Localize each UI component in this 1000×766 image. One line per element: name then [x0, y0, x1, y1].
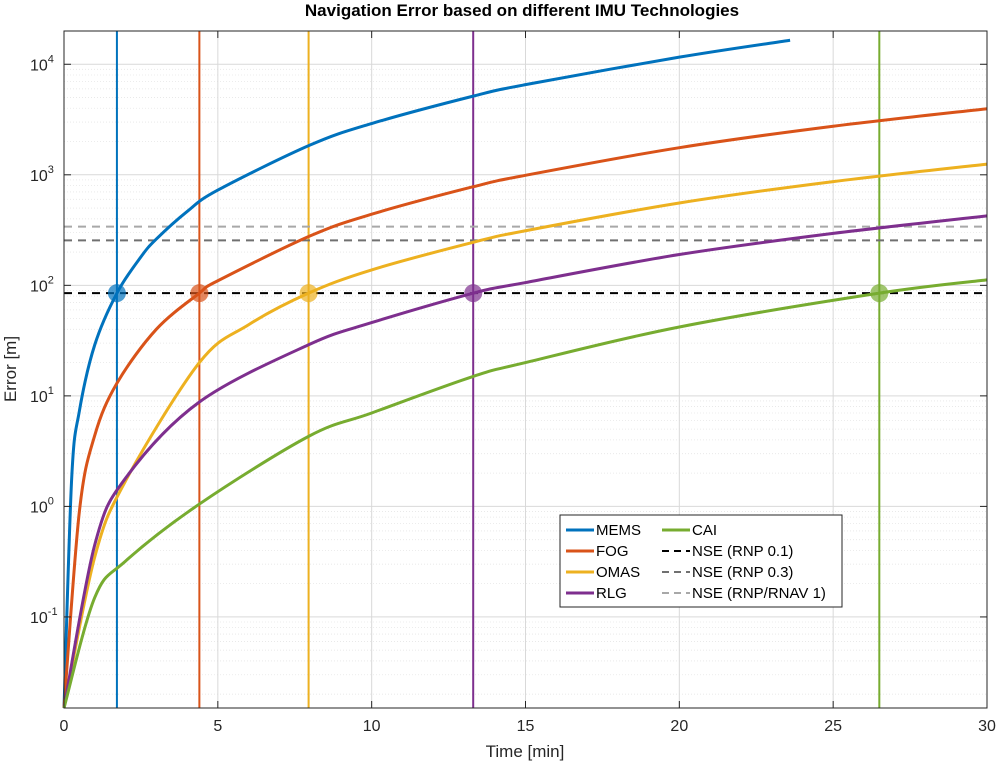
intersection-marker-mems	[107, 284, 126, 303]
legend-label: MEMS	[596, 522, 641, 539]
legend-label: NSE (RNP 0.1)	[692, 543, 793, 560]
x-tick-label: 5	[213, 718, 222, 735]
legend-box	[559, 514, 843, 608]
y-axis-ticks: 10-1 100 101 102 103 104	[30, 53, 987, 627]
x-tick-label: 15	[517, 718, 535, 735]
x-tick-label: 10	[363, 718, 381, 735]
intersection-marker-omas	[299, 284, 318, 303]
x-tick-label: 25	[824, 718, 842, 735]
series-line-mems	[62, 38, 791, 709]
legend-label: NSE (RNP/RNAV 1)	[692, 585, 826, 602]
x-tick-label: 20	[670, 718, 688, 735]
y-tick-label: 103	[30, 164, 54, 185]
series-curves	[62, 38, 988, 709]
y-tick-label: 10-1	[30, 606, 58, 627]
intersection-marker-fog	[190, 284, 209, 303]
legend: MEMS CAI FOG NSE (RNP 0.1) OMAS NSE (RNP 0.3)…	[559, 514, 843, 608]
y-tick-label: 104	[30, 53, 54, 74]
x-axis-ticks: 0 5 10 15 20 25 30	[60, 31, 996, 735]
y-axis-label: Error [m]	[1, 336, 20, 402]
x-axis-label: Time [min]	[486, 742, 565, 761]
series-line-omas	[62, 162, 988, 709]
y-tick-label: 102	[30, 274, 54, 295]
legend-label: CAI	[692, 522, 717, 539]
series-line-fog	[62, 107, 988, 709]
x-tick-label: 0	[60, 718, 69, 735]
legend-label: OMAS	[596, 564, 640, 581]
legend-label: FOG	[596, 543, 629, 560]
legend-label: RLG	[596, 585, 627, 602]
intersection-marker-rlg	[464, 284, 483, 303]
vertical-markers	[115, 31, 881, 708]
intersection-markers	[107, 284, 889, 303]
chart-title: Navigation Error based on different IMU …	[305, 1, 739, 20]
grid-layer	[63, 31, 988, 708]
series-line-rlg	[62, 214, 988, 709]
y-tick-label: 101	[30, 385, 54, 406]
series-line-cai	[62, 278, 988, 709]
x-tick-label: 30	[978, 718, 996, 735]
legend-label: NSE (RNP 0.3)	[692, 564, 793, 581]
intersection-marker-cai	[870, 284, 889, 303]
y-tick-label: 100	[30, 495, 54, 516]
